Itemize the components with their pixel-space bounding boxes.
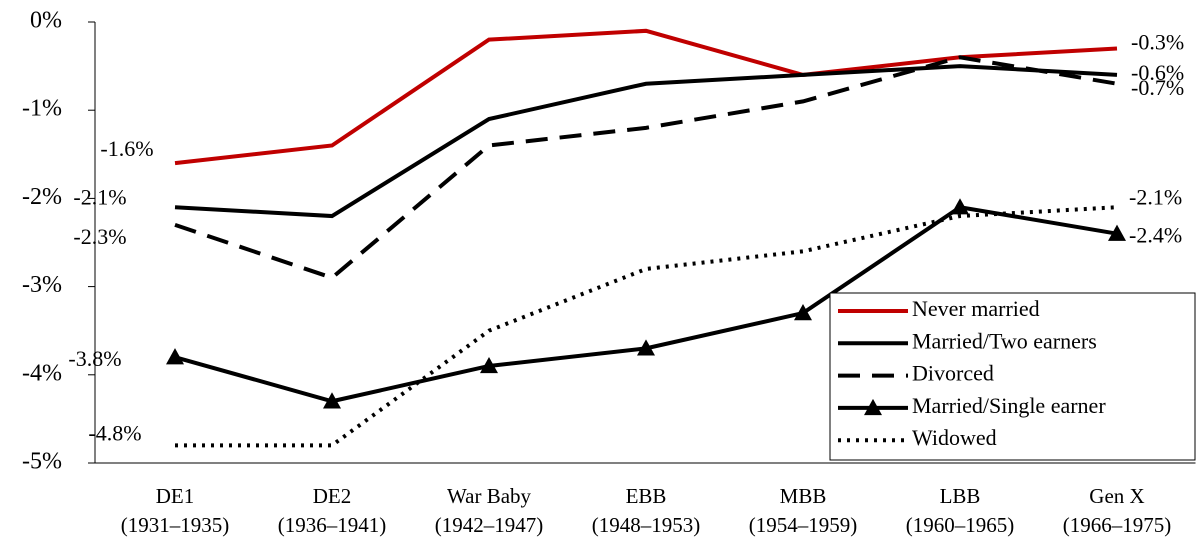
x-tick-label: Gen X	[1089, 484, 1144, 508]
x-tick-label: LBB	[940, 484, 981, 508]
x-tick-label: MBB	[780, 484, 827, 508]
data-label: -1.6%	[100, 136, 153, 161]
y-tick-label: 0%	[30, 8, 62, 34]
line	[174, 64, 1118, 219]
x-tick-label: (1942–1947)	[435, 513, 544, 537]
x-tick-label: (1954–1959)	[749, 513, 858, 537]
data-label: -0.6%	[1131, 60, 1184, 85]
y-tick-label: -5%	[22, 449, 62, 475]
marker	[480, 356, 498, 374]
data-label: -0.3%	[1131, 30, 1184, 55]
data-label: -4.8%	[88, 420, 141, 445]
marker	[794, 304, 812, 321]
marker	[323, 392, 341, 409]
data-label: -3.8%	[68, 346, 121, 371]
marker	[637, 339, 655, 356]
legend-label: Married/Single earner	[912, 393, 1106, 418]
x-tick-label: EBB	[626, 484, 667, 508]
marker	[1108, 224, 1126, 241]
data-label: -2.1%	[1129, 184, 1182, 209]
data-label: -0.7%	[1131, 75, 1184, 100]
x-tick-label: (1960–1965)	[906, 513, 1015, 537]
x-tick-label: (1966–1975)	[1063, 513, 1172, 537]
legend-label: Divorced	[912, 361, 994, 386]
series: -2.3% -0.7%	[73, 55, 1184, 281]
marker	[951, 198, 969, 215]
x-tick-label: DE2	[313, 484, 352, 508]
y-tick-label: -1%	[22, 96, 62, 122]
x-tick-label: (1936–1941)	[278, 513, 387, 537]
data-label: -2.1%	[73, 184, 126, 209]
y-tick-label: -3%	[22, 272, 62, 298]
y-tick-label: -2%	[22, 184, 62, 210]
legend-label: Widowed	[912, 425, 997, 450]
line	[174, 55, 1118, 281]
legend-marker	[864, 398, 882, 416]
series: -2.1% -0.6%	[73, 60, 1184, 219]
x-tick-label: (1931–1935)	[121, 513, 230, 537]
x-tick-label: War Baby	[447, 484, 532, 508]
y-tick-label: -4%	[22, 360, 62, 386]
x-tick-label: DE1	[156, 484, 195, 508]
line	[175, 205, 1118, 448]
x-tick-label: (1948–1953)	[592, 513, 701, 537]
data-label: -2.4%	[1129, 223, 1182, 248]
series: -4.8% -2.1%	[88, 184, 1182, 448]
legend: Never married Married/Two earners Divorced…	[829, 292, 1196, 461]
legend-label: Married/Two earners	[912, 328, 1097, 353]
marker	[166, 348, 184, 365]
legend-label: Never married	[912, 296, 1040, 321]
data-label: -2.3%	[73, 224, 126, 249]
series: -3.8% -2.4%	[68, 198, 1182, 409]
